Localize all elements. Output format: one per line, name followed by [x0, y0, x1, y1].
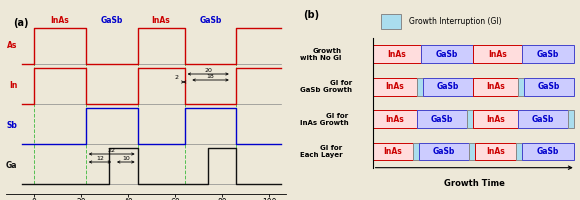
FancyBboxPatch shape [516, 143, 522, 160]
Text: GI for
InAs Growth: GI for InAs Growth [300, 113, 349, 126]
Text: InAs: InAs [387, 50, 406, 59]
Text: Growth Time: Growth Time [444, 179, 505, 188]
Text: InAs: InAs [152, 16, 171, 25]
Text: InAs: InAs [386, 115, 404, 124]
Text: GaSb: GaSb [431, 115, 454, 124]
Text: In: In [9, 82, 17, 90]
Text: InAs: InAs [383, 147, 402, 156]
Text: GaSb: GaSb [436, 50, 458, 59]
Text: GaSb: GaSb [532, 115, 554, 124]
FancyBboxPatch shape [524, 78, 574, 96]
FancyBboxPatch shape [473, 78, 518, 96]
Text: Ga: Ga [6, 162, 17, 170]
FancyBboxPatch shape [467, 110, 473, 128]
FancyBboxPatch shape [373, 110, 417, 128]
FancyBboxPatch shape [373, 78, 417, 96]
FancyBboxPatch shape [381, 14, 401, 29]
FancyBboxPatch shape [419, 143, 469, 160]
Text: (a): (a) [13, 18, 28, 28]
Text: Sb: Sb [7, 121, 17, 130]
FancyBboxPatch shape [373, 45, 421, 63]
FancyBboxPatch shape [473, 110, 518, 128]
FancyBboxPatch shape [423, 78, 473, 96]
Text: GaSb: GaSb [437, 82, 459, 91]
FancyBboxPatch shape [373, 143, 413, 160]
Text: 20: 20 [204, 68, 212, 73]
FancyBboxPatch shape [522, 45, 574, 63]
Text: 12: 12 [96, 156, 104, 161]
Text: Growth Interruption (GI): Growth Interruption (GI) [409, 17, 502, 26]
Text: Growth
with No GI: Growth with No GI [300, 48, 341, 61]
Text: InAs: InAs [486, 82, 505, 91]
FancyBboxPatch shape [421, 45, 473, 63]
FancyBboxPatch shape [473, 45, 522, 63]
Text: 18: 18 [206, 74, 215, 79]
Text: As: As [7, 42, 17, 50]
FancyBboxPatch shape [417, 78, 423, 96]
Text: 22: 22 [108, 148, 115, 153]
Text: InAs: InAs [486, 115, 505, 124]
FancyBboxPatch shape [518, 78, 524, 96]
FancyBboxPatch shape [476, 143, 516, 160]
Text: GaSb: GaSb [537, 50, 559, 59]
Text: (b): (b) [303, 10, 319, 20]
Text: GI for
Each Layer: GI for Each Layer [300, 145, 342, 158]
Text: InAs: InAs [486, 147, 505, 156]
Text: GaSb: GaSb [537, 147, 559, 156]
Text: GaSb: GaSb [100, 16, 123, 25]
FancyBboxPatch shape [518, 110, 568, 128]
FancyBboxPatch shape [522, 143, 574, 160]
Text: GaSb: GaSb [538, 82, 560, 91]
Text: 2: 2 [175, 75, 179, 80]
Text: GaSb: GaSb [433, 147, 455, 156]
Text: GaSb: GaSb [200, 16, 222, 25]
FancyBboxPatch shape [417, 110, 467, 128]
Text: InAs: InAs [386, 82, 404, 91]
FancyBboxPatch shape [413, 143, 419, 160]
Text: InAs: InAs [50, 16, 69, 25]
FancyBboxPatch shape [568, 110, 574, 128]
Text: GI for
GaSb Growth: GI for GaSb Growth [300, 80, 352, 93]
Text: InAs: InAs [488, 50, 507, 59]
Text: 10: 10 [122, 156, 130, 161]
FancyBboxPatch shape [469, 143, 476, 160]
